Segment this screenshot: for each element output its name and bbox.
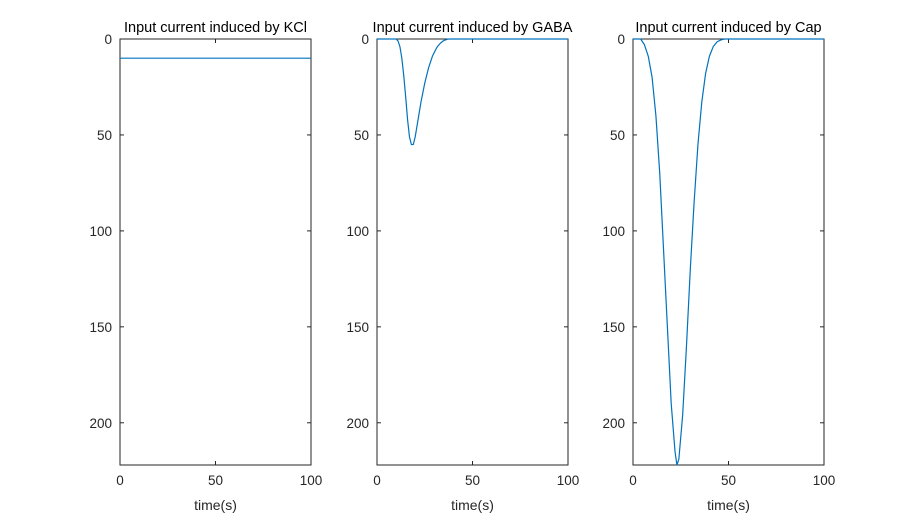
x-tick-label: 0 bbox=[116, 473, 124, 488]
subplot-kcl: Input current induced by KCl time(s) 0 50… bbox=[89, 20, 322, 513]
y-tick-label: 0 bbox=[617, 32, 625, 47]
subplot-gaba: Input current induced by GABA time(s) 0 5… bbox=[346, 20, 579, 513]
x-tick-label: 100 bbox=[557, 473, 580, 488]
chart-title: Input current induced by Cap bbox=[635, 20, 821, 36]
y-tick-label: 50 bbox=[97, 128, 112, 143]
y-tick-label: 50 bbox=[610, 128, 625, 143]
x-axis-label: time(s) bbox=[707, 497, 750, 513]
x-axis-label: time(s) bbox=[451, 497, 494, 513]
y-tick-label: 150 bbox=[89, 320, 112, 335]
y-tick-label: 150 bbox=[346, 320, 369, 335]
x-tick-label: 50 bbox=[208, 473, 223, 488]
x-tick-label: 0 bbox=[629, 473, 637, 488]
x-tick-label: 0 bbox=[373, 473, 381, 488]
x-tick-label: 100 bbox=[300, 473, 323, 488]
chart-title: Input current induced by KCl bbox=[124, 20, 307, 36]
y-tick-label: 200 bbox=[346, 416, 369, 431]
y-tick-label: 50 bbox=[354, 128, 369, 143]
y-tick-label: 200 bbox=[89, 416, 112, 431]
subplot-cap: Input current induced by Cap time(s) 0 50… bbox=[602, 20, 835, 513]
y-tick-label: 100 bbox=[346, 224, 369, 239]
plot-area bbox=[632, 38, 825, 466]
plot-area bbox=[119, 38, 312, 466]
y-tick-label: 0 bbox=[104, 32, 112, 47]
plot-area bbox=[376, 38, 569, 466]
x-axis-label: time(s) bbox=[194, 497, 237, 513]
series-line bbox=[377, 38, 568, 146]
x-tick-label: 50 bbox=[465, 473, 480, 488]
x-tick-label: 50 bbox=[721, 473, 736, 488]
y-tick-label: 200 bbox=[602, 416, 625, 431]
y-tick-label: 100 bbox=[602, 224, 625, 239]
x-tick-label: 100 bbox=[813, 473, 836, 488]
y-tick-label: 100 bbox=[89, 224, 112, 239]
y-tick-label: 150 bbox=[602, 320, 625, 335]
chart-title: Input current induced by GABA bbox=[373, 20, 573, 36]
y-tick-label: 0 bbox=[361, 32, 369, 47]
series-line bbox=[633, 38, 824, 466]
